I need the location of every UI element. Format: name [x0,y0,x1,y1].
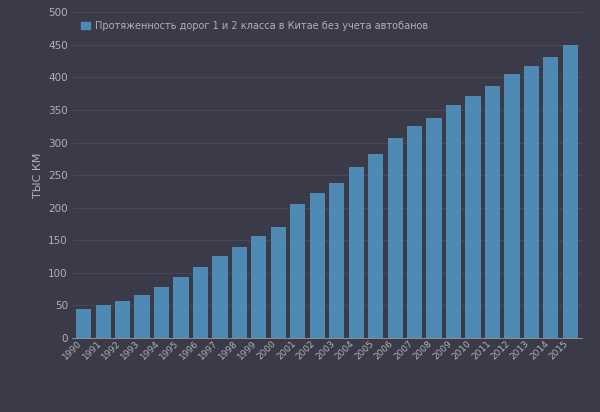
Bar [446,105,461,338]
Legend: Протяженность дорог 1 и 2 класса в Китае без учета автобанов: Протяженность дорог 1 и 2 класса в Китае… [77,17,433,35]
Bar [329,183,344,338]
Bar [232,247,247,338]
Bar [310,193,325,338]
Bar [349,167,364,338]
Bar [76,309,91,338]
Bar [407,126,422,338]
Bar [134,295,149,338]
Bar [427,119,442,338]
Bar [290,204,305,338]
Bar [485,86,500,338]
Bar [173,277,188,338]
Bar [193,267,208,338]
Bar [154,287,169,338]
Bar [524,66,539,338]
Bar [388,138,403,338]
Bar [115,302,130,338]
Bar [251,236,266,338]
Bar [212,256,227,338]
Bar [543,56,559,338]
Bar [271,227,286,338]
Bar [368,154,383,338]
Bar [563,45,578,338]
Y-axis label: ТЫС КМ: ТЫС КМ [32,152,43,198]
Bar [95,305,111,338]
Bar [505,74,520,338]
Bar [466,96,481,338]
